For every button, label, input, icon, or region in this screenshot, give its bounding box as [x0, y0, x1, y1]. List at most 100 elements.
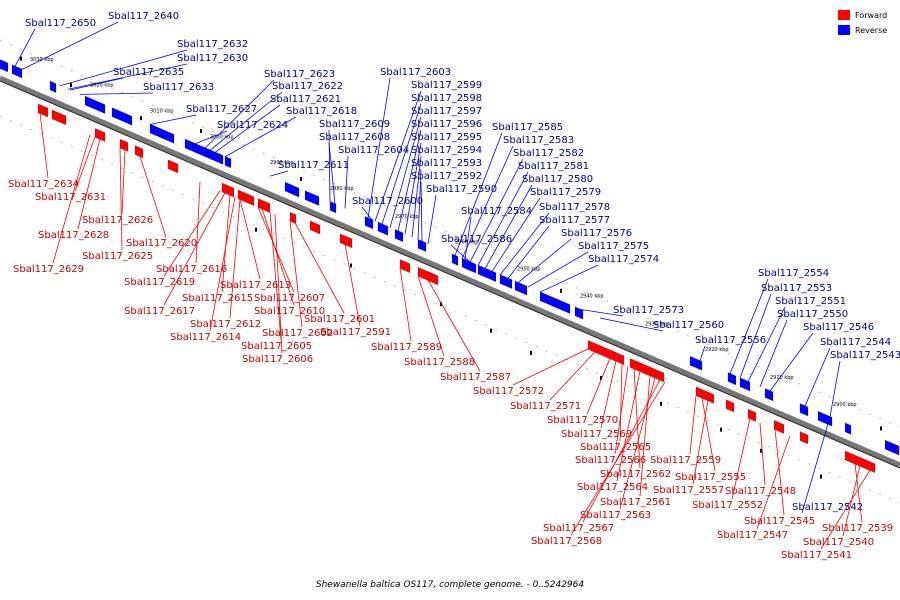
tick-label: 2900 kbp [833, 402, 857, 408]
tick-label: 2990 kbp [270, 160, 294, 166]
forward-gene [773, 419, 785, 434]
leader-line [381, 103, 422, 225]
leader-line [633, 368, 641, 469]
tick-label: 2970 kbp [395, 214, 419, 220]
caption: Shewanella baltica OS117, complete genom… [316, 580, 585, 590]
gene-label: Sbal117_2557 [653, 485, 724, 496]
gene-label: Sbal117_2563 [580, 510, 651, 521]
gene-label: Sbal117_2597 [411, 106, 482, 117]
leader-line [804, 347, 831, 407]
reverse-gene [514, 280, 528, 296]
leader-line [616, 371, 641, 482]
leader-line [214, 104, 281, 153]
gene-label: Sbal117_2565 [580, 442, 651, 453]
reverse-gene [884, 439, 900, 456]
gene-label: Sbal117_2585 [492, 122, 563, 133]
leader-line [507, 225, 550, 279]
gene-label: Sbal117_2578 [539, 202, 610, 213]
gene-label: Sbal117_2581 [518, 161, 589, 172]
gene-label: Sbal117_2576 [561, 228, 632, 239]
gene-label: Sbal117_2617 [124, 306, 195, 317]
leader-line [461, 145, 514, 259]
marker [720, 427, 722, 432]
leader-line [759, 422, 766, 486]
leader-line [67, 63, 188, 90]
reverse-gene [764, 388, 774, 402]
forward-gene [613, 351, 625, 366]
leader-line [239, 199, 261, 280]
leader-line [389, 116, 422, 228]
leader-line [699, 345, 706, 362]
gene-label: Sbal117_2566 [575, 455, 646, 466]
gene-label: Sbal117_2623 [264, 69, 335, 80]
forward-gene [725, 399, 735, 413]
leader-line [417, 168, 422, 240]
marker [440, 302, 442, 307]
legend-swatch [838, 10, 850, 20]
tick-label: 2940 kbp [580, 293, 604, 299]
forward-gene [799, 431, 809, 445]
gene-label: Sbal117_2628 [38, 230, 109, 241]
gene-label: Sbal117_2624 [217, 120, 288, 131]
gene-label: Sbal117_2620 [126, 238, 197, 249]
gene-label: Sbal117_2591 [320, 327, 391, 338]
tick-label: 3020 kbp [90, 83, 114, 89]
leader-line [599, 317, 664, 332]
gene-label: Sbal117_2567 [543, 523, 614, 534]
leader-line [52, 134, 91, 264]
reverse-gene [329, 201, 337, 214]
gene-label: Sbal117_2595 [411, 132, 482, 143]
reverse-gene [799, 403, 809, 417]
gene-label: Sbal117_2598 [411, 93, 482, 104]
gene-label: Sbal117_2571 [510, 401, 581, 412]
leader-line [361, 206, 373, 221]
leader-line [464, 216, 472, 261]
leader-line [121, 149, 126, 215]
tick-label: 2980 kbp [330, 186, 354, 192]
reverse-gene [394, 228, 404, 243]
leader-line [570, 381, 666, 536]
gene-label: Sbal117_2580 [522, 174, 593, 185]
leader-line [491, 197, 541, 272]
leader-line [294, 222, 345, 314]
marker [760, 448, 762, 453]
gene-label: Sbal117_2574 [588, 254, 659, 265]
leader-line [427, 279, 481, 372]
gene-label: Sbal117_2583 [503, 135, 574, 146]
gene-label: Sbal117_2548 [725, 486, 796, 497]
forward-gene [119, 138, 129, 152]
gene-label: Sbal117_2555 [675, 472, 746, 483]
leader-line [774, 429, 785, 516]
gene-label: Sbal117_2544 [820, 337, 891, 348]
leader-line [69, 77, 124, 91]
leader-line [14, 28, 36, 67]
leader-line [195, 181, 201, 264]
gene-label: Sbal117_2569 [561, 429, 632, 440]
leader-line [289, 220, 303, 328]
gene-label: Sbal117_2634 [8, 179, 79, 190]
marker [140, 116, 142, 121]
gene-label: Sbal117_2559 [650, 455, 721, 466]
gene-label: Sbal117_2596 [411, 119, 482, 130]
leader-line [399, 267, 412, 342]
gene-features [0, 56, 900, 479]
reverse-gene [11, 64, 23, 79]
leader-line [829, 360, 841, 417]
forward-gene [629, 358, 651, 377]
leader-line [614, 365, 629, 455]
gene-label: Sbal117_2626 [82, 215, 153, 226]
gene-label: Sbal117_2612 [190, 319, 261, 330]
reverse-gene [224, 155, 232, 169]
leader-line [404, 142, 422, 235]
reverse-gene [574, 306, 584, 320]
gene-label: Sbal117_2577 [539, 215, 610, 226]
forward-gene [167, 159, 179, 174]
gene-label: Sbal117_2622 [272, 81, 343, 92]
gene-label: Sbal117_2587 [440, 372, 511, 383]
gene-label: Sbal117_2592 [411, 171, 482, 182]
leader-line [229, 199, 241, 319]
leader-line [619, 363, 623, 442]
leader-line [689, 395, 697, 455]
leader-line [74, 136, 96, 192]
leader-line [163, 190, 221, 277]
